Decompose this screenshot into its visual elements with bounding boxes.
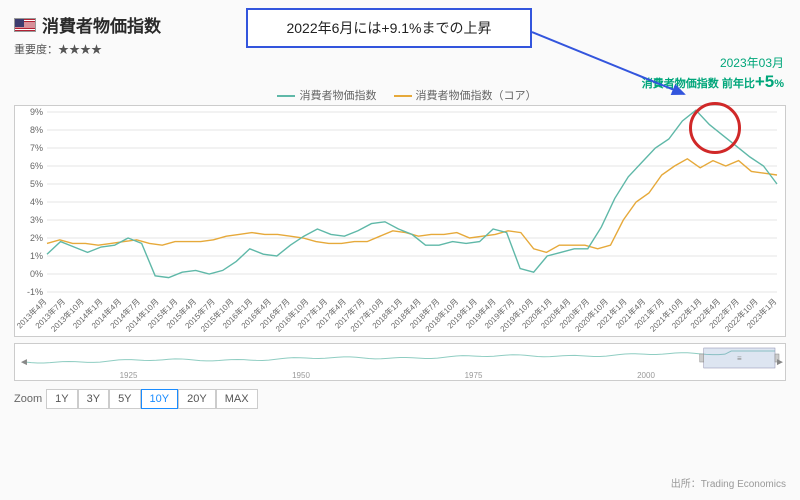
- legend-swatch-2: [394, 95, 412, 97]
- yoy-suffix: %: [774, 78, 784, 90]
- arrow-annotation: [532, 30, 712, 110]
- svg-text:8%: 8%: [30, 125, 43, 135]
- svg-text:6%: 6%: [30, 161, 43, 171]
- importance-stars: ★★★★: [58, 44, 102, 56]
- chart-svg: -1%0%1%2%3%4%5%6%7%8%9%2013年4月2013年7月201…: [15, 106, 785, 336]
- svg-text:5%: 5%: [30, 179, 43, 189]
- yoy-value: +5: [755, 72, 774, 91]
- legend-label-1: 消費者物価指数: [299, 90, 376, 102]
- callout-text: 2022年6月には+9.1%までの上昇: [286, 18, 491, 38]
- source-label: 出所：: [671, 479, 701, 490]
- legend-swatch-1: [277, 95, 295, 97]
- svg-text:9%: 9%: [30, 107, 43, 117]
- navigator[interactable]: 1925 1950 1975 2000 ≡ ◄ ►: [14, 343, 786, 381]
- annotation-circle: [689, 102, 741, 154]
- svg-text:-1%: -1%: [27, 287, 43, 297]
- svg-text:2000: 2000: [637, 371, 655, 380]
- svg-text:7%: 7%: [30, 143, 43, 153]
- svg-text:1%: 1%: [30, 251, 43, 261]
- current-date: 2023年03月: [720, 54, 784, 71]
- svg-text:3%: 3%: [30, 215, 43, 225]
- svg-text:2%: 2%: [30, 233, 43, 243]
- zoom-1y[interactable]: 1Y: [46, 389, 77, 409]
- svg-text:◄: ◄: [19, 357, 29, 368]
- main-chart[interactable]: -1%0%1%2%3%4%5%6%7%8%9%2013年4月2013年7月201…: [14, 105, 786, 337]
- page-title: 消費者物価指数: [42, 12, 161, 37]
- zoom-20y[interactable]: 20Y: [178, 389, 216, 409]
- callout-box: 2022年6月には+9.1%までの上昇: [246, 8, 532, 48]
- zoom-3y[interactable]: 3Y: [78, 389, 109, 409]
- us-flag-icon: [14, 18, 36, 32]
- source-attribution: 出所：Trading Economics: [671, 475, 786, 490]
- zoom-label: Zoom: [14, 393, 42, 405]
- zoom-5y[interactable]: 5Y: [109, 389, 140, 409]
- legend-label-2: 消費者物価指数（コア）: [416, 90, 537, 102]
- svg-text:1975: 1975: [465, 371, 483, 380]
- svg-text:1925: 1925: [120, 371, 138, 380]
- svg-text:4%: 4%: [30, 197, 43, 207]
- svg-text:►: ►: [775, 357, 785, 368]
- zoom-max[interactable]: MAX: [216, 389, 258, 409]
- svg-text:≡: ≡: [737, 354, 742, 363]
- svg-text:1950: 1950: [292, 371, 310, 380]
- zoom-controls: Zoom 1Y3Y5Y10Y20YMAX: [14, 389, 786, 409]
- navigator-svg: 1925 1950 1975 2000 ≡ ◄ ►: [15, 344, 785, 380]
- importance-label: 重要度：: [14, 44, 58, 56]
- svg-text:0%: 0%: [30, 269, 43, 279]
- source-name: Trading Economics: [701, 479, 786, 490]
- zoom-10y[interactable]: 10Y: [141, 389, 179, 409]
